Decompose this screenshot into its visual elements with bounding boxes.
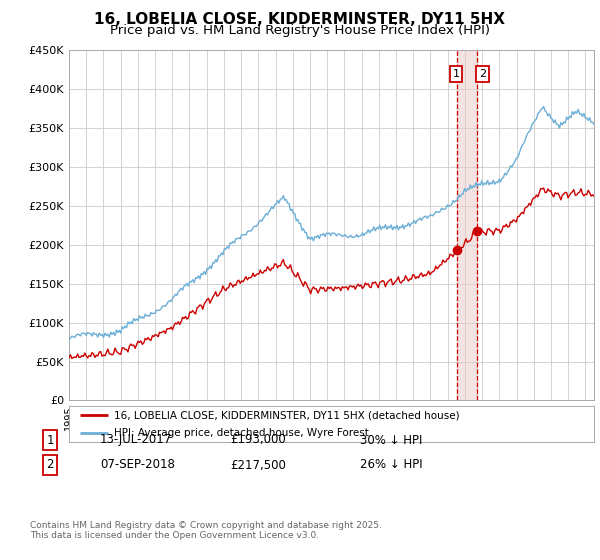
Text: 2: 2 [46, 459, 54, 472]
Bar [457, 50, 476, 400]
Text: 2: 2 [479, 69, 486, 79]
Text: 26% ↓ HPI: 26% ↓ HPI [360, 459, 422, 472]
Text: 1: 1 [452, 69, 460, 79]
Text: £217,500: £217,500 [230, 459, 286, 472]
Text: 16, LOBELIA CLOSE, KIDDERMINSTER, DY11 5HX (detached house): 16, LOBELIA CLOSE, KIDDERMINSTER, DY11 5… [113, 410, 459, 420]
Text: 30% ↓ HPI: 30% ↓ HPI [360, 433, 422, 446]
Text: 07-SEP-2018: 07-SEP-2018 [100, 459, 175, 472]
Text: 13-JUL-2017: 13-JUL-2017 [100, 433, 172, 446]
Text: Contains HM Land Registry data © Crown copyright and database right 2025.
This d: Contains HM Land Registry data © Crown c… [30, 521, 382, 540]
Text: 1: 1 [46, 433, 54, 446]
Text: £193,000: £193,000 [230, 433, 286, 446]
Text: Price paid vs. HM Land Registry's House Price Index (HPI): Price paid vs. HM Land Registry's House … [110, 24, 490, 37]
Text: HPI: Average price, detached house, Wyre Forest: HPI: Average price, detached house, Wyre… [113, 428, 368, 438]
Text: 16, LOBELIA CLOSE, KIDDERMINSTER, DY11 5HX: 16, LOBELIA CLOSE, KIDDERMINSTER, DY11 5… [95, 12, 505, 27]
